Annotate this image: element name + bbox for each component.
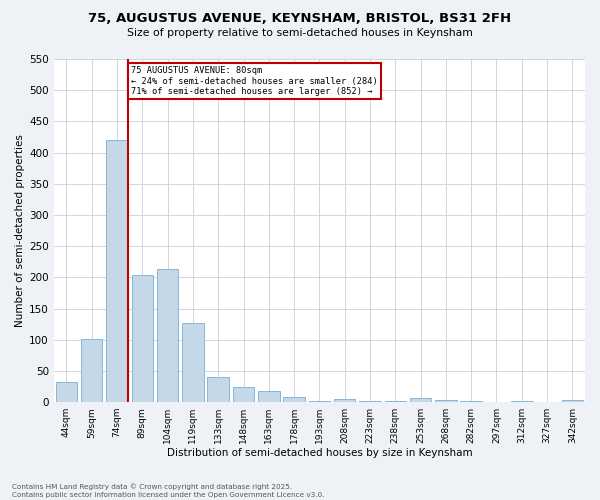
Bar (435, 400, 457, 402)
Bar (182, 324, 203, 402)
Text: 75 AUGUSTUS AVENUE: 80sqm
← 24% of semi-detached houses are smaller (284)
71% of: 75 AUGUSTUS AVENUE: 80sqm ← 24% of semi-… (131, 66, 377, 96)
Bar (359, 401, 381, 402)
Bar (283, 397, 305, 402)
Text: Size of property relative to semi-detached houses in Keynsham: Size of property relative to semi-detach… (127, 28, 473, 38)
Text: Contains HM Land Registry data © Crown copyright and database right 2025.
Contai: Contains HM Land Registry data © Crown c… (12, 484, 325, 498)
Bar (410, 398, 431, 402)
Bar (233, 387, 254, 402)
Bar (131, 275, 153, 402)
Y-axis label: Number of semi-detached properties: Number of semi-detached properties (15, 134, 25, 327)
Bar (562, 400, 583, 402)
Bar (157, 269, 178, 402)
Bar (208, 377, 229, 402)
Bar (106, 140, 128, 402)
Bar (308, 401, 330, 402)
Bar (334, 399, 355, 402)
Bar (56, 382, 77, 402)
Bar (81, 339, 103, 402)
Bar (258, 392, 280, 402)
X-axis label: Distribution of semi-detached houses by size in Keynsham: Distribution of semi-detached houses by … (167, 448, 472, 458)
Text: 75, AUGUSTUS AVENUE, KEYNSHAM, BRISTOL, BS31 2FH: 75, AUGUSTUS AVENUE, KEYNSHAM, BRISTOL, … (88, 12, 512, 26)
Bar (385, 401, 406, 402)
